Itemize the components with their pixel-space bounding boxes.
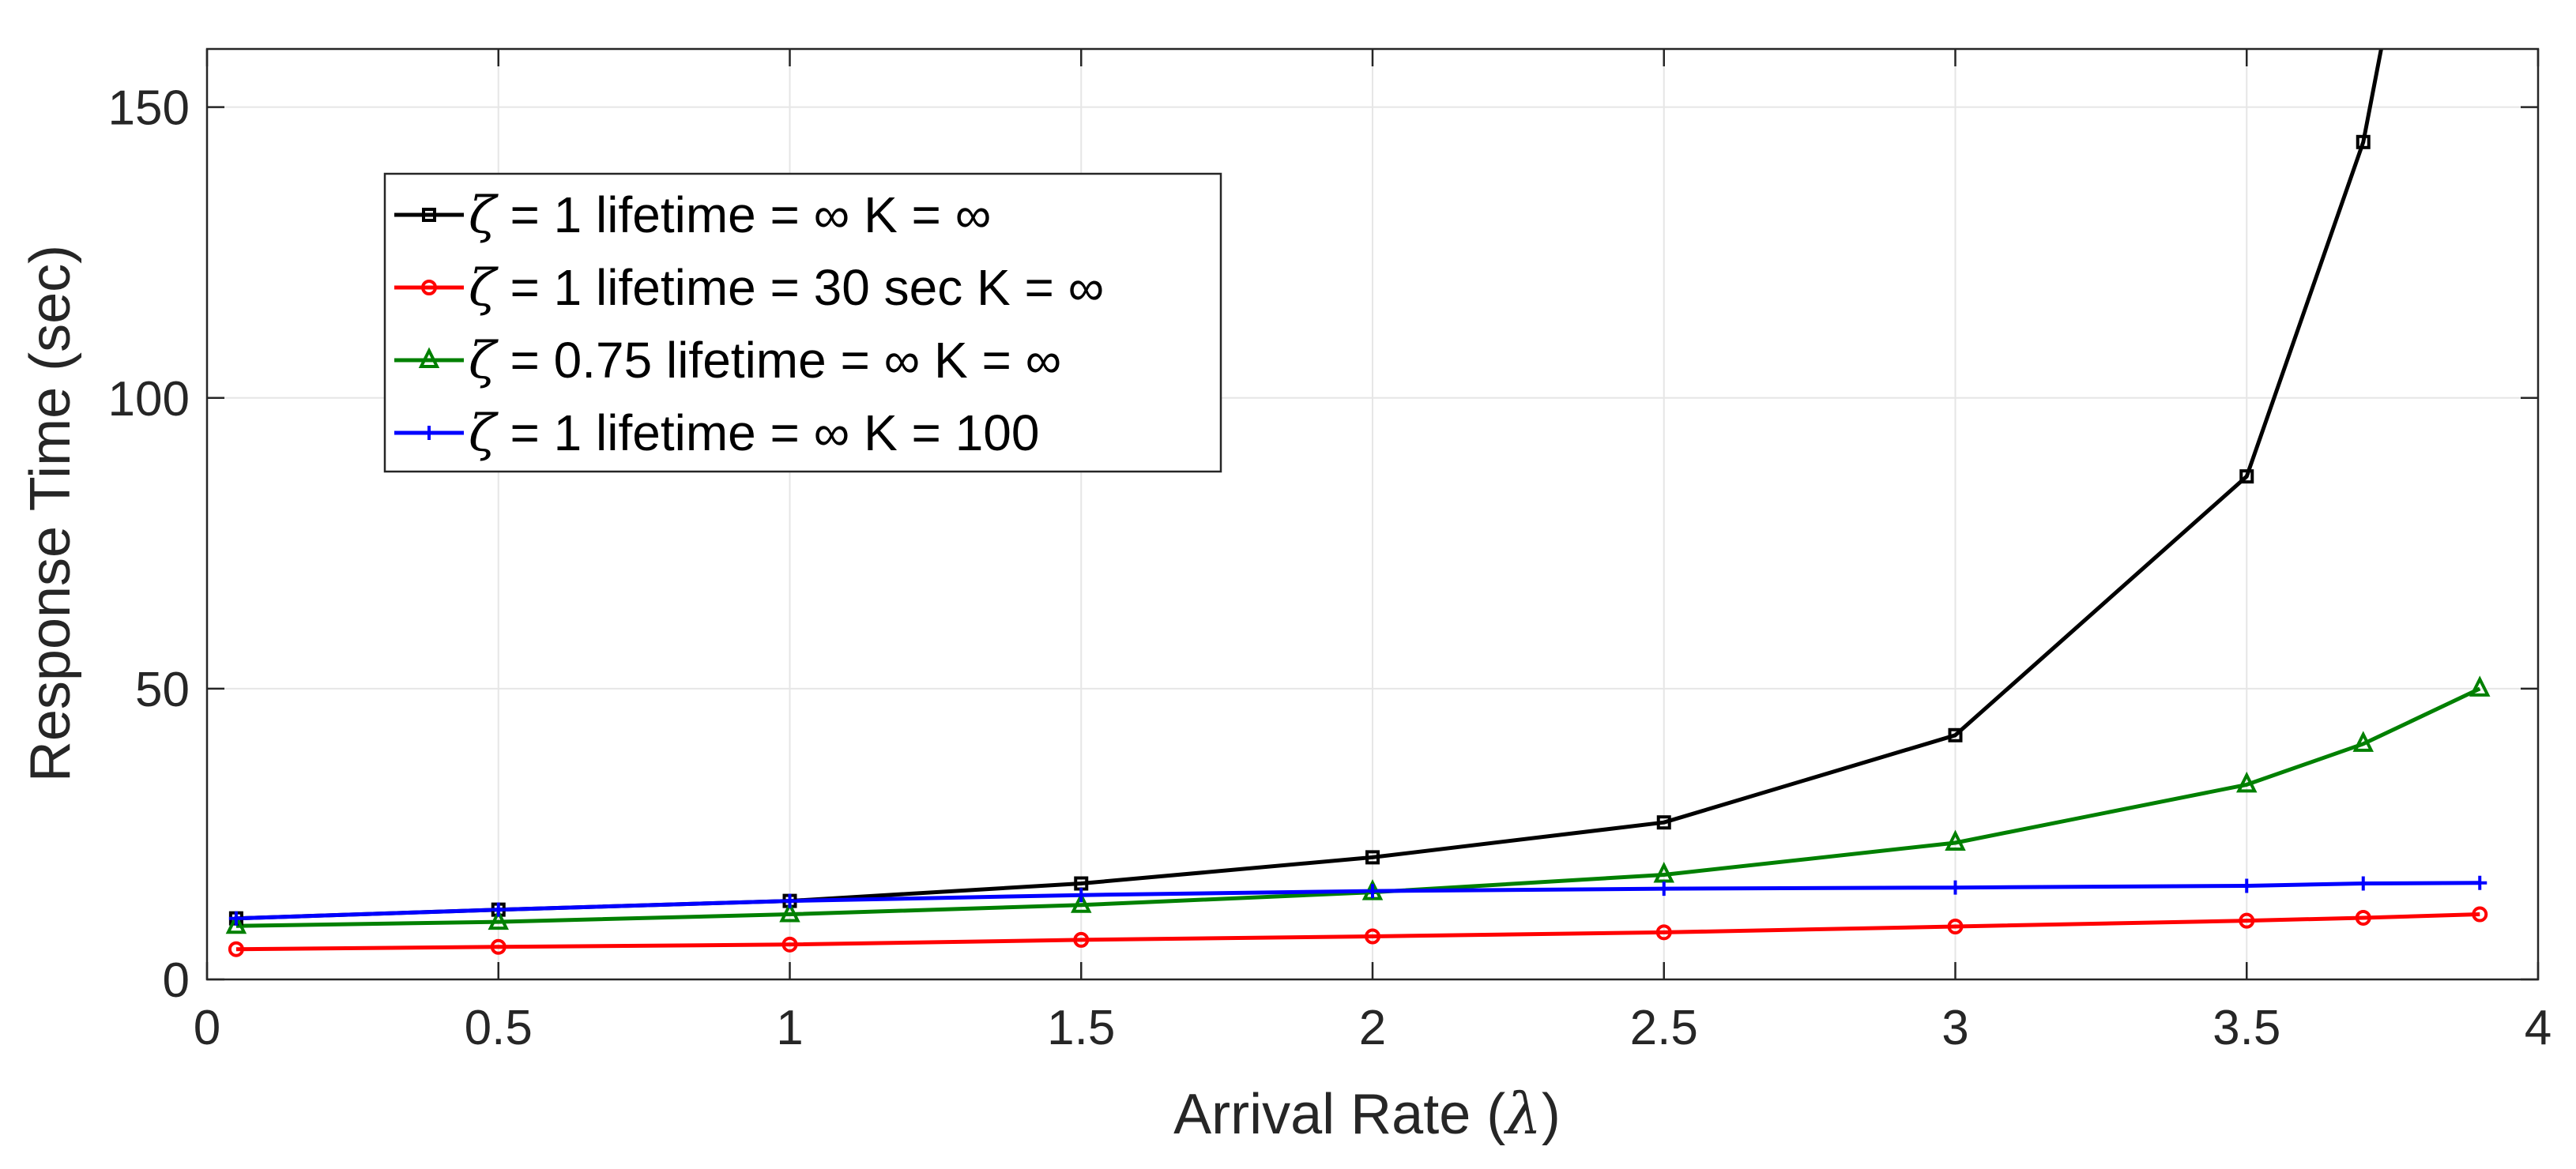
legend-item-1: ζ = 1 lifetime = 30 sec K = ∞ bbox=[394, 259, 1104, 318]
y-axis-title: Response Time (sec) bbox=[19, 245, 82, 782]
legend-item-2: ζ = 0.75 lifetime = ∞ K = ∞ bbox=[394, 332, 1061, 390]
series-1-point-9 bbox=[2472, 906, 2488, 923]
legend-swatch-marker-0 bbox=[422, 208, 436, 222]
series-2-point-6 bbox=[1945, 829, 1966, 851]
series-3-point-2 bbox=[782, 893, 797, 908]
series-2-point-3 bbox=[1071, 892, 1092, 913]
x-tick-label-2: 1 bbox=[776, 1001, 803, 1055]
series-1-point-2 bbox=[781, 936, 798, 953]
series-1-point-7 bbox=[2239, 912, 2255, 929]
series-3-point-7 bbox=[2239, 878, 2254, 893]
series-line-2 bbox=[235, 686, 2481, 928]
x-tick-label-4: 2 bbox=[1359, 1001, 1386, 1055]
series-3-point-1 bbox=[491, 902, 506, 917]
y-tick-label-3: 150 bbox=[108, 81, 190, 136]
legend-item-0: ζ = 1 lifetime = ∞ K = ∞ bbox=[394, 186, 991, 245]
y-tick-label-2: 100 bbox=[108, 372, 190, 427]
series-line-3 bbox=[235, 881, 2480, 921]
series-1-point-0 bbox=[228, 941, 244, 957]
x-tick-label-6: 3 bbox=[1941, 1001, 1968, 1055]
x-tick-label-0: 0 bbox=[194, 1001, 220, 1055]
series-2-point-1 bbox=[488, 908, 509, 930]
legend-label-2: ζ = 0.75 lifetime = ∞ K = ∞ bbox=[469, 332, 1061, 390]
series-line-1 bbox=[235, 912, 2480, 952]
series-0-point-7 bbox=[2239, 469, 2254, 484]
x-axis-title-text: Arrival Rate ( bbox=[1173, 1083, 1505, 1146]
x-axis-title: Arrival Rate (λ) bbox=[1173, 1081, 1561, 1147]
series-3-point-9 bbox=[2472, 875, 2487, 890]
series-3-point-6 bbox=[1948, 880, 1963, 895]
series-2-point-0 bbox=[225, 912, 247, 934]
series-1-point-6 bbox=[1947, 919, 1964, 935]
legend-item-3: ζ = 1 lifetime = ∞ K = 100 bbox=[394, 404, 1039, 463]
legend-box bbox=[383, 172, 1222, 473]
y-tick-label-0: 0 bbox=[163, 953, 190, 1008]
x-tick-label-7: 3.5 bbox=[2213, 1001, 2280, 1055]
series-2-point-8 bbox=[2352, 731, 2374, 752]
y-tick-label-1: 50 bbox=[135, 663, 190, 717]
legend-label-3: ζ = 1 lifetime = ∞ K = 100 bbox=[469, 404, 1039, 463]
series-3-point-3 bbox=[1074, 888, 1089, 903]
series-1-point-5 bbox=[1655, 924, 1672, 941]
series-1-point-4 bbox=[1365, 928, 1380, 945]
series-3-point-8 bbox=[2356, 876, 2371, 891]
legend-swatch-marker-3 bbox=[422, 426, 436, 440]
series-2-point-5 bbox=[1653, 862, 1674, 883]
x-axis-title-symbol: λ bbox=[1503, 1081, 1542, 1147]
series-0-point-4 bbox=[1365, 850, 1380, 865]
series-0-point-6 bbox=[1948, 727, 1963, 742]
x-tick-label-3: 1.5 bbox=[1047, 1001, 1115, 1055]
series-2-point-7 bbox=[2236, 771, 2258, 793]
series-3-point-0 bbox=[228, 911, 243, 926]
x-tick-label-1: 0.5 bbox=[465, 1001, 533, 1055]
series-1-point-8 bbox=[2355, 909, 2371, 926]
series-0-point-8 bbox=[2356, 134, 2371, 149]
legend-label-1: ζ = 1 lifetime = 30 sec K = ∞ bbox=[469, 259, 1104, 318]
x-axis-title-suffix: ) bbox=[1542, 1083, 1561, 1146]
series-2-point-2 bbox=[779, 901, 800, 923]
legend-swatch-marker-1 bbox=[421, 280, 437, 295]
series-1-point-3 bbox=[1073, 931, 1090, 948]
x-tick-label-5: 2.5 bbox=[1630, 1001, 1698, 1055]
legend-swatch-marker-2 bbox=[418, 347, 440, 368]
x-tick-label-8: 4 bbox=[2525, 1001, 2552, 1055]
series-3-point-5 bbox=[1656, 881, 1671, 896]
series-0-point-5 bbox=[1656, 815, 1671, 830]
series-2-point-9 bbox=[2469, 675, 2491, 697]
series-3-point-4 bbox=[1365, 884, 1380, 899]
legend-label-0: ζ = 1 lifetime = ∞ K = ∞ bbox=[469, 186, 991, 245]
series-1-point-1 bbox=[490, 938, 507, 955]
